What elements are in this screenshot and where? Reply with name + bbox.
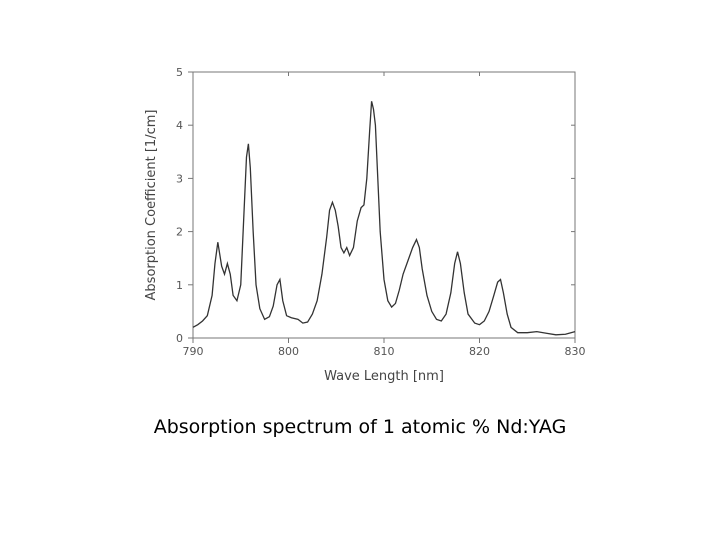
- plot-border: [192, 71, 576, 339]
- x-axis-title: Wave Length [nm]: [324, 369, 444, 384]
- y-tick-label: 3: [176, 172, 183, 185]
- x-tick-label: 820: [469, 345, 490, 358]
- tick-labels: 790 800 810 820 830 0 1 2 3 4 5: [176, 66, 586, 358]
- x-tick-label: 790: [183, 345, 204, 358]
- tick-marks: [188, 71, 576, 343]
- x-tick-label: 810: [374, 345, 395, 358]
- x-tick-label: 800: [278, 345, 299, 358]
- plot-frame: [192, 71, 576, 339]
- y-axis-title: Absorption Coefficient [1/cm]: [144, 110, 159, 301]
- x-tick-label: 830: [565, 345, 586, 358]
- figure-caption: Absorption spectrum of 1 atomic % Nd:YAG: [153, 416, 567, 438]
- y-tick-label: 5: [176, 66, 183, 79]
- y-tick-label: 0: [176, 332, 183, 345]
- y-tick-label: 4: [176, 119, 183, 132]
- spectrum-line: [192, 101, 576, 336]
- absorption-chart: 790 800 810 820 830 0 1 2 3 4 5 Wave Length [nm] A…: [144, 66, 586, 384]
- y-tick-label: 1: [176, 279, 183, 292]
- y-tick-label: 2: [176, 226, 183, 239]
